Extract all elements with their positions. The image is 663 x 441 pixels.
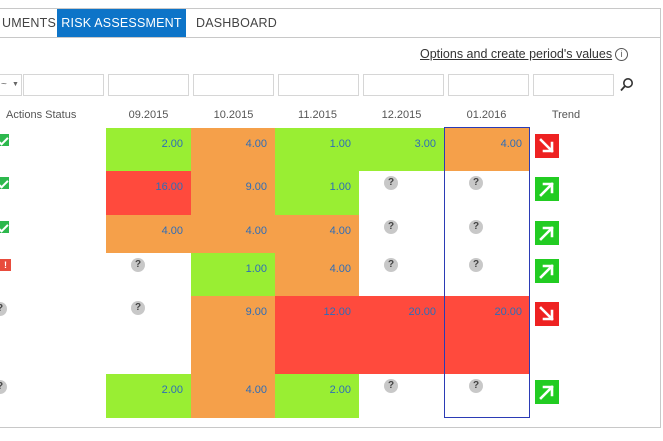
options-area: Options and create period's values i <box>420 47 660 61</box>
tab-risk-assessment[interactable]: RISK ASSESSMENT <box>57 9 186 37</box>
risk-value: 4.00 <box>245 384 267 396</box>
unknown-value-icon: ? <box>131 301 145 315</box>
chevron-down-icon: ▼ <box>12 81 19 88</box>
trend-down-icon <box>535 302 559 326</box>
tab-dashboard[interactable]: DASHBOARD <box>196 16 277 30</box>
search-icon[interactable] <box>619 77 635 93</box>
risk-cell[interactable]: 1.00 <box>191 253 275 296</box>
unknown-value-icon: ? <box>469 220 483 234</box>
risk-value: 4.00 <box>329 225 351 237</box>
risk-cell[interactable]: 1.00 <box>275 171 359 215</box>
header-period-0116: 01.2016 <box>466 109 507 121</box>
unknown-value-icon: ? <box>469 379 483 393</box>
panel-frame <box>0 8 661 428</box>
unknown-value-icon: ? <box>384 220 398 234</box>
risk-cell[interactable]: 9.00 <box>191 171 275 215</box>
risk-cell[interactable]: 20.00 <box>359 296 444 374</box>
risk-value: 4.00 <box>329 263 351 275</box>
filter-input-1215[interactable] <box>363 74 444 96</box>
unknown-value-icon: ? <box>384 176 398 190</box>
risk-value: 2.00 <box>329 384 351 396</box>
header-trend: Trend <box>551 109 581 121</box>
risk-value: 9.00 <box>245 181 267 193</box>
risk-cell[interactable]: 3.00 <box>359 128 444 171</box>
filter-input-1015[interactable] <box>193 74 274 96</box>
filter-input-0116[interactable] <box>448 74 529 96</box>
risk-value: 4.00 <box>500 138 522 150</box>
unknown-value-icon: ? <box>131 258 145 272</box>
options-link[interactable]: Options and create period's values <box>420 47 613 61</box>
risk-cell[interactable]: 4.00 <box>191 374 275 418</box>
risk-cell[interactable]: ? <box>106 296 191 374</box>
unknown-value-icon: ? <box>469 258 483 272</box>
check-icon <box>0 177 9 189</box>
unknown-status-icon: ? <box>0 302 7 316</box>
risk-cell[interactable]: 20.00 <box>444 296 530 374</box>
risk-value: 4.00 <box>245 138 267 150</box>
risk-value: 12.00 <box>323 306 351 318</box>
info-icon[interactable]: i <box>615 48 629 61</box>
risk-cell[interactable]: 4.00 <box>191 215 275 253</box>
risk-cell[interactable]: ? <box>444 171 530 215</box>
filter-input-1115[interactable] <box>278 74 359 96</box>
header-period-0915: 09.2015 <box>128 109 169 121</box>
risk-value: 4.00 <box>245 225 267 237</box>
unknown-status-icon: ? <box>0 380 7 394</box>
unknown-value-icon: ? <box>469 176 483 190</box>
risk-cell[interactable]: 4.00 <box>275 215 359 253</box>
trend-down-icon <box>535 134 559 158</box>
risk-cell[interactable]: ? <box>444 253 530 296</box>
risk-cell[interactable]: 9.00 <box>191 296 275 374</box>
trend-up-icon <box>535 177 559 201</box>
unknown-value-icon: ? <box>384 258 398 272</box>
risk-cell[interactable]: ? <box>444 374 530 418</box>
risk-cell[interactable]: 2.00 <box>106 128 191 171</box>
status-filter-select[interactable]: ~ ▼ <box>0 74 22 96</box>
risk-cell[interactable]: ? <box>359 171 444 215</box>
tab-documents[interactable]: UMENTS <box>2 16 56 30</box>
risk-cell[interactable]: ? <box>359 253 444 296</box>
risk-value: 2.00 <box>161 384 183 396</box>
risk-cell[interactable]: 4.00 <box>444 128 530 171</box>
risk-cell[interactable]: ? <box>106 253 191 296</box>
filter-input-0915[interactable] <box>108 74 189 96</box>
risk-cell[interactable]: 2.00 <box>275 374 359 418</box>
filter-select-value: ~ <box>1 79 7 90</box>
unknown-value-icon: ? <box>384 379 398 393</box>
risk-value: 1.00 <box>329 138 351 150</box>
risk-value: 4.00 <box>161 225 183 237</box>
risk-cell[interactable]: ? <box>444 215 530 253</box>
trend-up-icon <box>535 380 559 404</box>
risk-value: 9.00 <box>245 306 267 318</box>
risk-cell[interactable]: ? <box>359 215 444 253</box>
actions-filter-input[interactable] <box>23 74 104 96</box>
risk-value: 16.00 <box>155 181 183 193</box>
risk-cell[interactable]: 2.00 <box>106 374 191 418</box>
risk-value: 1.00 <box>245 263 267 275</box>
trend-up-icon <box>535 221 559 245</box>
tab-bar: UMENTS RISK ASSESSMENT DASHBOARD <box>0 9 660 38</box>
risk-cell[interactable]: 4.00 <box>275 253 359 296</box>
risk-cell[interactable]: 16.00 <box>106 171 191 215</box>
risk-cell[interactable]: 4.00 <box>106 215 191 253</box>
header-period-1015: 10.2015 <box>213 109 254 121</box>
risk-value: 1.00 <box>329 181 351 193</box>
risk-cell[interactable]: 1.00 <box>275 128 359 171</box>
check-icon <box>0 134 9 146</box>
risk-value: 2.00 <box>161 138 183 150</box>
filter-input-trend[interactable] <box>533 74 614 96</box>
header-actions-status: Actions Status <box>6 109 77 121</box>
risk-cell[interactable]: 4.00 <box>191 128 275 171</box>
risk-cell[interactable]: 12.00 <box>275 296 359 374</box>
risk-value: 20.00 <box>494 306 522 318</box>
risk-value: 20.00 <box>408 306 436 318</box>
warning-icon: ! <box>0 259 11 271</box>
header-period-1215: 12.2015 <box>381 109 422 121</box>
check-icon <box>0 221 9 233</box>
trend-up-icon <box>535 259 559 283</box>
risk-cell[interactable]: ? <box>359 374 444 418</box>
header-period-1115: 11.2015 <box>298 109 337 121</box>
risk-value: 3.00 <box>414 138 436 150</box>
